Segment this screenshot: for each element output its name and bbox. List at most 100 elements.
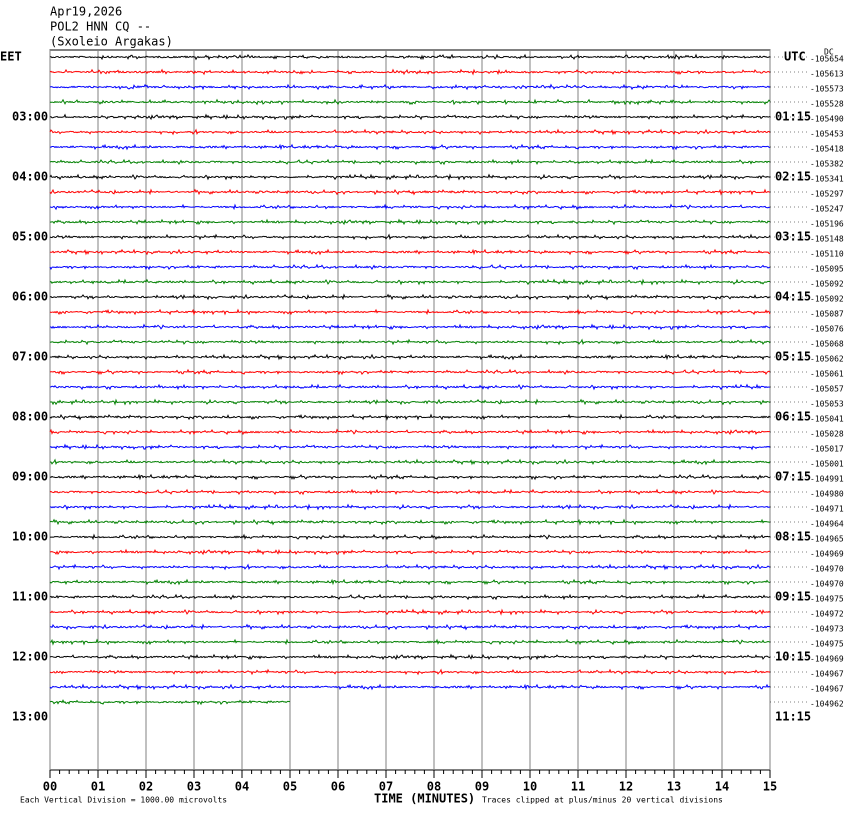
- right-hour: 10:15: [775, 650, 811, 664]
- plot-frame: [49, 49, 771, 771]
- x-tick-label: 05: [283, 780, 297, 794]
- trace: [49, 203, 771, 211]
- trace: [49, 173, 771, 181]
- trace: [49, 353, 770, 361]
- trace: [49, 218, 771, 226]
- scale-note: Each Vertical Division = 1000.00 microvo…: [20, 796, 227, 805]
- trace: [49, 368, 771, 376]
- right-hour: 09:15: [775, 590, 811, 604]
- x-tick-label: 14: [715, 780, 729, 794]
- trace: [49, 113, 771, 121]
- trace-offset: -105028: [810, 430, 844, 439]
- left-hour: 10:00: [12, 530, 48, 544]
- title: Apr19,2026: [50, 5, 122, 19]
- trace: [50, 323, 771, 331]
- right-hour: 05:15: [775, 350, 811, 364]
- trace: [49, 263, 771, 271]
- trace-offset: -104967: [810, 685, 844, 694]
- left-hour: 05:00: [12, 230, 48, 244]
- trace-offset: -105453: [810, 130, 844, 139]
- trace-offset: -105068: [810, 340, 844, 349]
- x-tick-label: 13: [667, 780, 681, 794]
- x-tick-label: 02: [139, 780, 153, 794]
- station: (Sxoleio Argakas): [50, 35, 173, 49]
- x-tick-label: 11: [571, 780, 585, 794]
- trace: [49, 563, 771, 571]
- x-axis-label: TIME (MINUTES): [374, 792, 475, 806]
- trace-offset: -105041: [810, 415, 844, 424]
- left-hour: 06:00: [12, 290, 48, 304]
- left-hour: 07:00: [12, 350, 48, 364]
- trace: [50, 398, 771, 406]
- x-tick-label: 00: [43, 780, 57, 794]
- x-tick-label: 12: [619, 780, 633, 794]
- trace: [49, 488, 771, 496]
- trace: [49, 428, 771, 436]
- x-tick-label: 04: [235, 780, 249, 794]
- trace-offset: -104973: [810, 625, 844, 634]
- trace: [49, 188, 771, 196]
- left-hour: 04:00: [12, 170, 48, 184]
- trace: [49, 278, 770, 286]
- trace: [49, 233, 771, 241]
- trace-offset: -105148: [810, 235, 844, 244]
- left-hour: 03:00: [12, 110, 48, 124]
- x-tick-label: 03: [187, 780, 201, 794]
- trace: [49, 593, 771, 601]
- trace: [49, 653, 771, 661]
- trace-offset: -104970: [810, 565, 844, 574]
- trace: [49, 98, 771, 106]
- trace: [49, 578, 771, 586]
- trace-offset: -105613: [810, 70, 844, 79]
- left-hour: 09:00: [12, 470, 48, 484]
- trace-offset: -104975: [810, 640, 844, 649]
- trace-offset: -105092: [810, 295, 844, 304]
- trace-offset: -105076: [810, 325, 844, 334]
- right-hour: 02:15: [775, 170, 811, 184]
- trace-offset: -105196: [810, 220, 844, 229]
- right-hour: 06:15: [775, 410, 811, 424]
- trace: [49, 443, 771, 451]
- trace: [49, 473, 771, 481]
- trace: [49, 683, 771, 691]
- trace-offset: -105061: [810, 370, 844, 379]
- trace: [49, 128, 771, 136]
- trace: [49, 293, 771, 301]
- x-tick-label: 10: [523, 780, 537, 794]
- trace-offset: -105017: [810, 445, 844, 454]
- trace-offset: -105573: [810, 85, 844, 94]
- trace: [49, 699, 291, 706]
- left-hour: 08:00: [12, 410, 48, 424]
- trace-offset: -105110: [810, 250, 844, 259]
- trace-offset: -105528: [810, 100, 844, 109]
- trace: [49, 68, 771, 76]
- trace-offset: -105490: [810, 115, 844, 124]
- trace: [49, 413, 771, 421]
- trace-offset: -105247: [810, 205, 844, 214]
- trace-offset: -105095: [810, 265, 844, 274]
- right-hour: 11:15: [775, 710, 811, 724]
- trace: [49, 308, 771, 316]
- trace-offset: -104971: [810, 505, 844, 514]
- trace: [49, 548, 771, 556]
- trace: [49, 623, 770, 631]
- trace: [49, 503, 771, 511]
- trace: [49, 338, 771, 346]
- right-hour: 01:15: [775, 110, 811, 124]
- trace-offset: -104969: [810, 655, 844, 664]
- trace-offset: -105053: [810, 400, 844, 409]
- subtitle: POL2 HNN CQ --: [50, 20, 151, 34]
- trace-offset: -104980: [810, 490, 844, 499]
- trace: [49, 668, 771, 676]
- right-hour: 07:15: [775, 470, 811, 484]
- left-zone: EET: [0, 50, 22, 64]
- x-tick-label: 15: [763, 780, 777, 794]
- trace: [49, 143, 771, 151]
- trace-offset: -105341: [810, 175, 844, 184]
- x-tick-label: 09: [475, 780, 489, 794]
- right-zone: UTC: [784, 50, 806, 64]
- trace-offset: -105087: [810, 310, 844, 319]
- trace-offset: -105001: [810, 460, 844, 469]
- x-tick-label: 07: [379, 780, 393, 794]
